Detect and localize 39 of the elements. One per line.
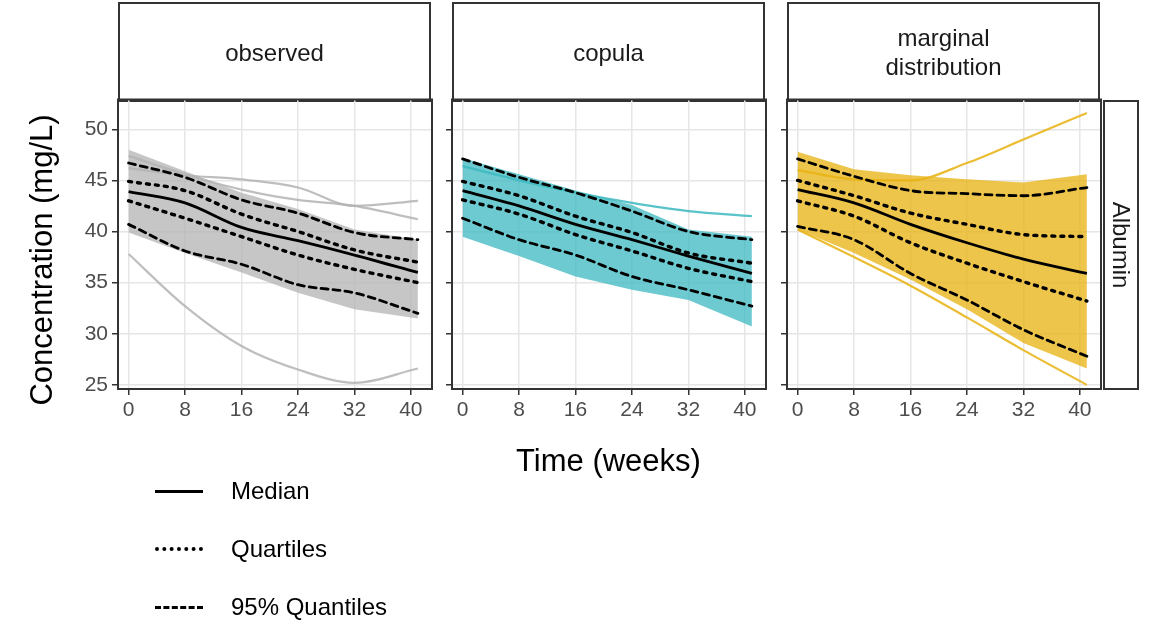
y-tick-label: 35 [84,269,108,293]
line-series [126,199,420,285]
line-series [127,253,419,385]
legend-label: Median [231,477,310,505]
x-tick-label: 32 [1011,397,1036,421]
y-tick-label: 30 [84,320,108,344]
line-series [127,223,420,316]
y-tick-label: 50 [84,116,108,140]
x-tick-label: 8 [513,397,525,421]
y2-axis-title: Albumin [1107,201,1135,289]
x-tick-label: 0 [791,397,804,421]
x-tick-label: 0 [122,397,135,421]
x-tick-label: 32 [342,397,367,421]
x-tick-label: 40 [733,397,757,421]
legend-label: Quartiles [231,535,328,563]
x-tick-label: 32 [676,397,701,421]
line-series [126,180,420,265]
x-tick-label: 24 [620,397,644,421]
line-series [127,190,420,275]
x-tick-label: 24 [955,397,979,421]
y-tick-label: 45 [84,167,108,191]
chart-title: observed [225,37,324,67]
chart-title: copula [573,37,644,67]
x-tick-label: 0 [456,397,469,421]
x-tick-label: 16 [229,397,254,421]
x-tick-label: 40 [1068,397,1092,421]
x-tick-label: 16 [563,397,588,421]
line-series [127,161,420,242]
x-tick-label: 8 [179,397,191,421]
x-tick-label: 8 [848,397,860,421]
y-axis-title: Concentration (mg/L) [24,114,60,406]
y-tick-label: 40 [84,218,108,242]
x-tick-label: 40 [399,397,423,421]
chart-title: marginal distribution [884,23,1003,81]
legend-label: 95% Quantiles [231,593,388,620]
x-axis-title: Time (weeks) [516,443,701,479]
x-tick-label: 16 [898,397,923,421]
x-tick-label: 24 [286,397,310,421]
y-tick-label: 25 [84,372,108,396]
